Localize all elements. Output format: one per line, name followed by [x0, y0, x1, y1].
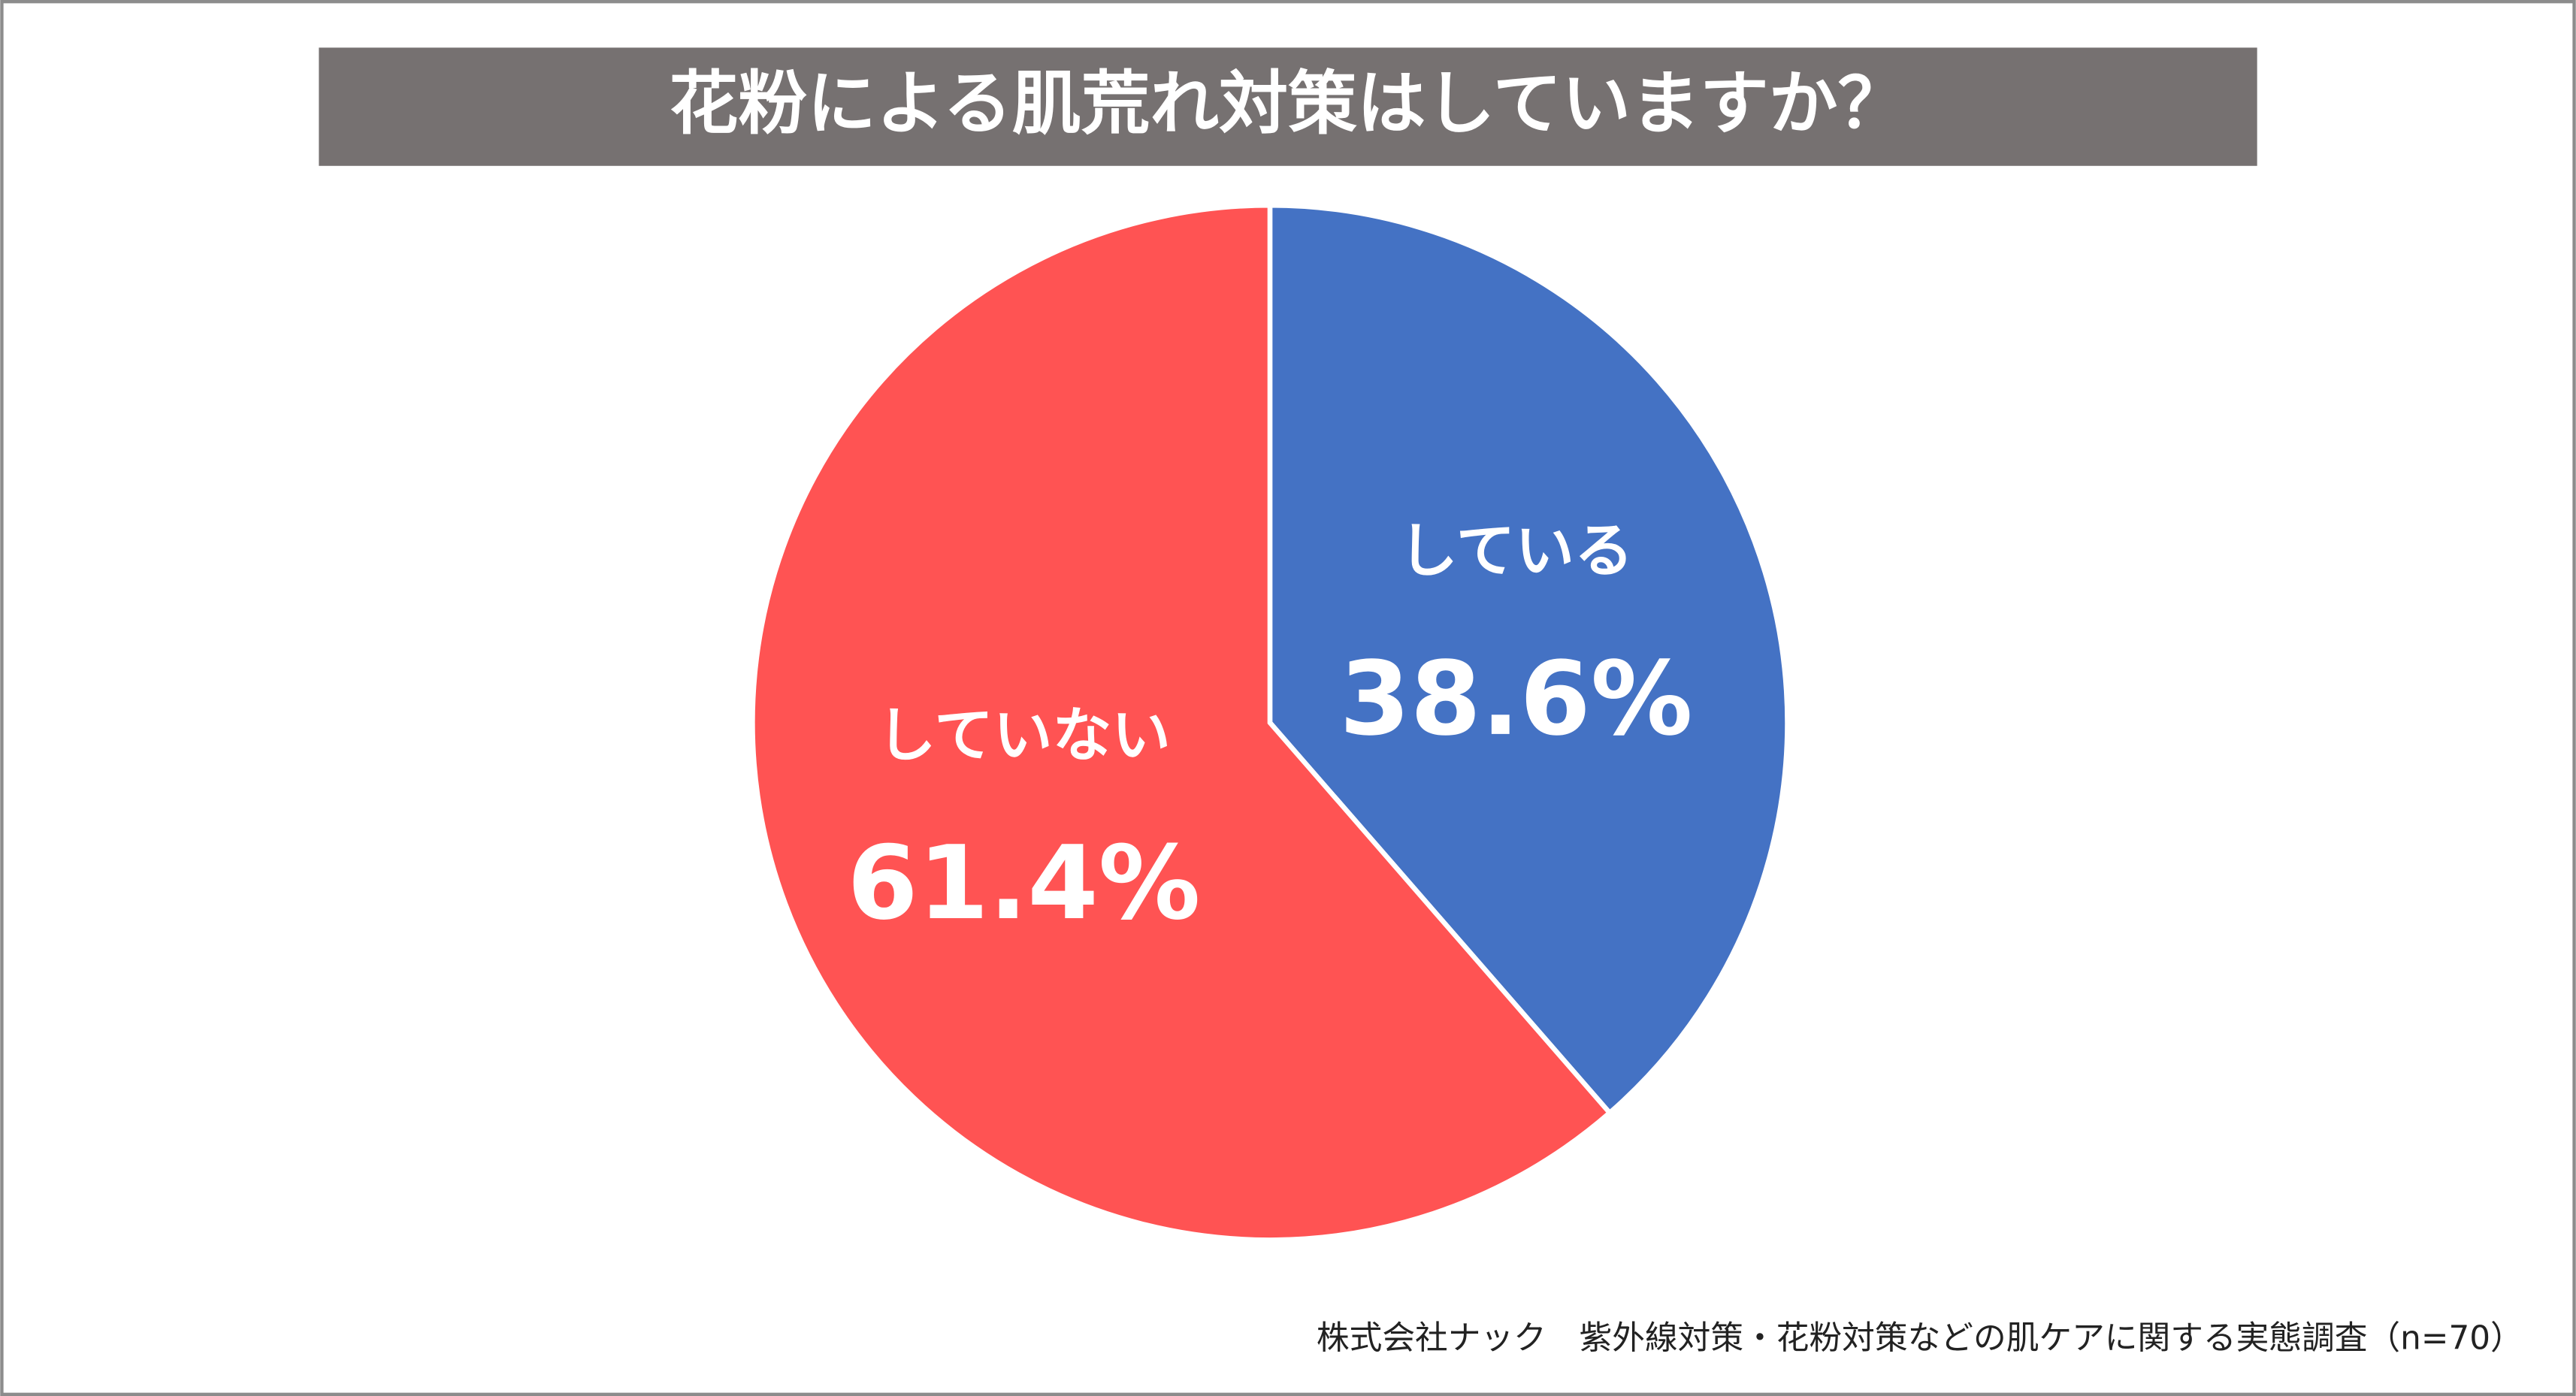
value-label: 61.4% [847, 823, 1200, 942]
slice-label: している [1398, 516, 1633, 585]
chart-title: 花粉による肌荒れ対策はしていますか？ [670, 64, 1907, 144]
title-box [319, 47, 2257, 166]
value-label: 38.6% [1339, 639, 1692, 758]
pie-slice [1267, 202, 1790, 1116]
source-note: 株式会社ナック 紫外線対策・花粉対策などの肌ケアに関する実態調査（n=70） [1317, 1319, 2523, 1358]
pie-slice [750, 202, 1613, 1243]
slice-label: していない [877, 700, 1171, 769]
